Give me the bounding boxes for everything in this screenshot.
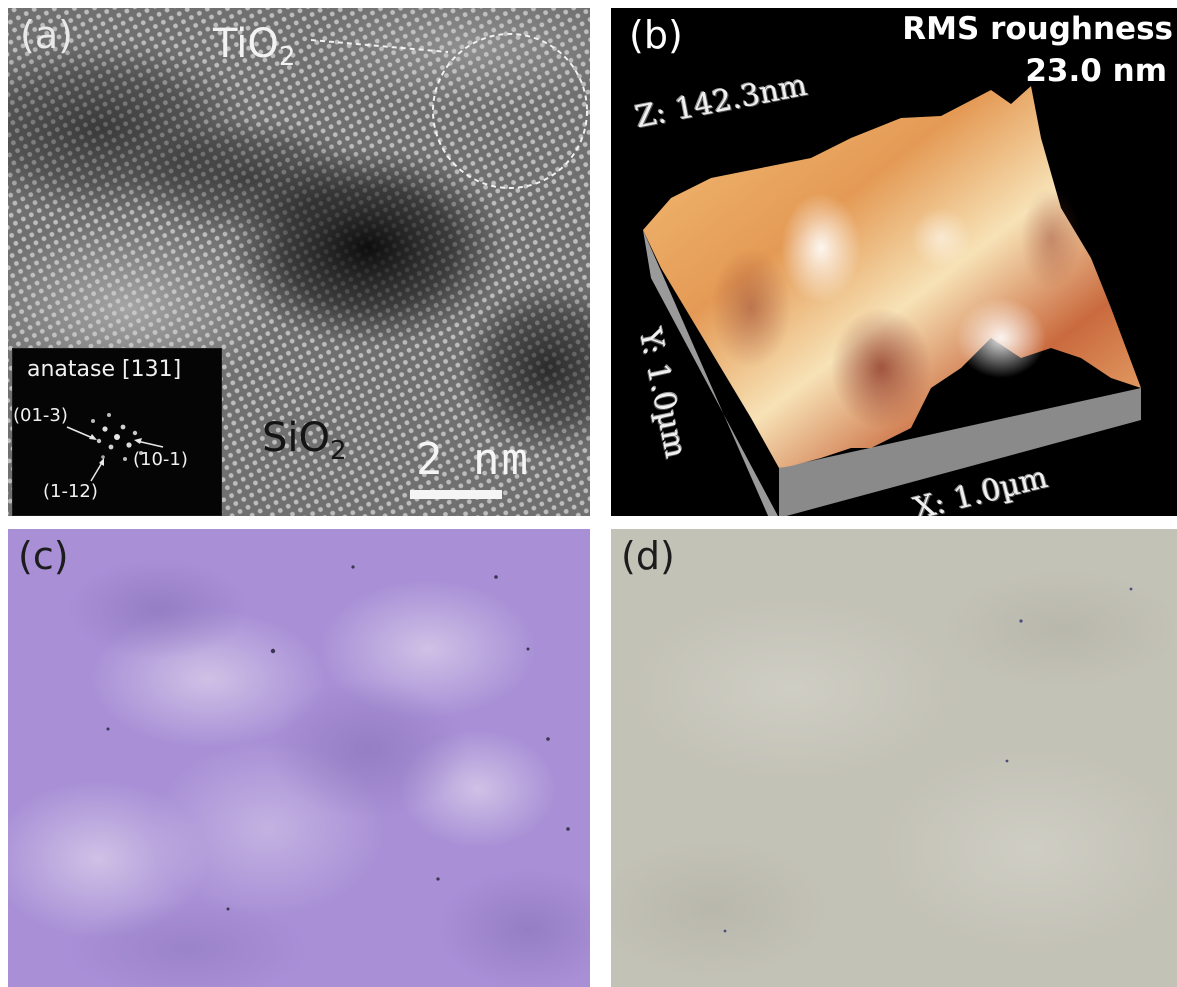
optical-micrograph-gray-panel: (d)	[611, 529, 1177, 987]
afm-base-front-wall	[779, 388, 1141, 516]
sio2-subscript: 2	[330, 436, 347, 466]
sio2-label: SiO2	[262, 418, 347, 464]
miller-index-112: (1-12)	[43, 481, 98, 502]
sio2-text: SiO	[262, 415, 330, 461]
inset-title: anatase [131]	[27, 357, 182, 382]
afm-image-panel: (b) RMS roughness 23.0 nm Z: 142.3nm Y: …	[611, 8, 1177, 516]
arrow-112	[90, 460, 104, 482]
scale-bar	[410, 490, 502, 499]
afm-surface	[643, 86, 1141, 468]
rms-roughness-value: 23.0 nm	[1025, 53, 1167, 89]
tio2-region-circle	[432, 33, 588, 189]
optical-micrograph-purple-panel: (c)	[8, 529, 590, 987]
miller-index-101: (10-1)	[133, 449, 188, 470]
rms-roughness-title: RMS roughness	[902, 11, 1173, 47]
tio2-pointer-line	[310, 39, 449, 53]
purple-micrograph-texture	[8, 559, 590, 987]
arrow-101	[136, 440, 164, 448]
tio2-subscript: 2	[278, 42, 296, 72]
gray-micrograph-texture	[611, 569, 1177, 979]
fft-diffraction-pattern	[66, 413, 164, 482]
miller-index-013: (01-3)	[13, 405, 68, 426]
panel-label-c: (c)	[18, 534, 69, 578]
panel-label-b: (b)	[629, 13, 683, 57]
scale-bar-label: 2 nm	[416, 434, 530, 485]
tem-image-panel: (a) TiO2 SiO2 2 nm anatase [131] (01-3)	[8, 8, 590, 516]
panel-label-a: (a)	[20, 13, 73, 57]
fft-inset: anatase [131] (01-3) (10-1) (1-12)	[12, 348, 222, 516]
tio2-label: TiO2	[213, 24, 295, 70]
panel-label-d: (d)	[621, 534, 675, 578]
tio2-text: TiO	[213, 21, 279, 67]
afm-3d-surface	[643, 86, 1141, 516]
